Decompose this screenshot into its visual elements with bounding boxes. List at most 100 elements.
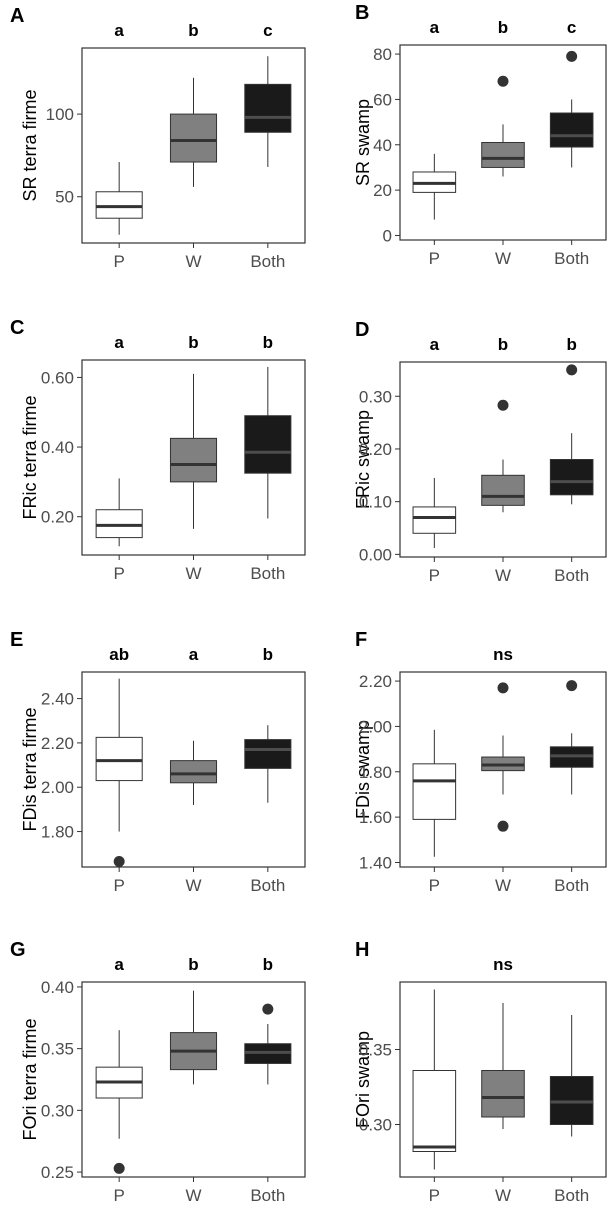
y-tick-label: 0.20 — [359, 440, 392, 459]
x-tick-label: Both — [554, 1186, 589, 1205]
box-w — [481, 474, 525, 506]
outlier-point — [113, 855, 125, 867]
outlier-point — [262, 1003, 274, 1015]
x-tick-label: P — [113, 1186, 124, 1205]
panel-border — [81, 47, 306, 244]
panel-f: F FDis swamp 1.40 1.60 1.80 2.00 2.20 P W Both ns — [353, 629, 607, 895]
box-both — [244, 83, 292, 133]
significance-letter: c — [263, 21, 272, 40]
y-tick-label: 0.00 — [359, 545, 392, 564]
panel-letter: B — [355, 2, 369, 24]
y-tick-label: 1.80 — [41, 823, 74, 842]
x-tick-label: Both — [554, 249, 589, 268]
x-tick-label: P — [113, 252, 124, 271]
y-axis-label: FRic swamp — [353, 410, 373, 509]
x-tick-label: Both — [250, 876, 285, 895]
x-tick-label: Both — [250, 564, 285, 583]
box-p — [412, 506, 457, 534]
significance-letter: a — [189, 645, 199, 664]
y-tick-label: 1.60 — [359, 808, 392, 827]
panel-border — [81, 981, 306, 1178]
significance-letter: a — [430, 18, 440, 37]
significance-letter: b — [188, 955, 198, 974]
outlier-point — [497, 75, 509, 87]
outlier-point — [497, 682, 509, 694]
significance-letter: b — [263, 955, 273, 974]
y-tick-label: 0.25 — [41, 1163, 74, 1182]
y-tick-label: 1.40 — [359, 853, 392, 872]
panel-border — [81, 359, 306, 556]
box-w — [169, 760, 218, 784]
x-tick-label: Both — [250, 252, 285, 271]
y-tick-label: 0.35 — [41, 1040, 74, 1059]
panel-border — [399, 671, 607, 868]
panel-letter: G — [10, 939, 26, 961]
box-p — [95, 509, 143, 539]
x-tick-label: Both — [250, 1186, 285, 1205]
panel-letter: C — [10, 317, 24, 339]
outlier-point — [566, 680, 578, 692]
x-tick-label: W — [185, 252, 201, 271]
x-tick-label: P — [429, 249, 440, 268]
significance-letter: b — [188, 333, 198, 352]
outlier-point — [566, 364, 578, 376]
y-tick-label: 100 — [46, 105, 74, 124]
significance-letter: b — [263, 333, 273, 352]
panel-letter: E — [10, 629, 23, 651]
panel-letter: A — [10, 5, 24, 27]
y-tick-label: 0.40 — [41, 438, 74, 457]
significance-letter: a — [114, 955, 124, 974]
x-tick-label: W — [185, 1186, 201, 1205]
panel-letter: F — [355, 629, 367, 651]
x-tick-label: P — [429, 566, 440, 585]
y-tick-label: 0.60 — [41, 368, 74, 387]
significance-letter: ns — [493, 645, 513, 664]
panel-d: D FRic swamp 0.00 0.10 0.20 0.30 P W Both a b b — [353, 319, 607, 585]
y-tick-label: 0.30 — [41, 1101, 74, 1120]
outlier-point — [497, 820, 509, 832]
y-tick-label: 2.20 — [359, 672, 392, 691]
y-tick-label: 60 — [373, 90, 392, 109]
significance-letter: ab — [109, 645, 129, 664]
outlier-point — [113, 1162, 125, 1174]
outlier-point — [566, 50, 578, 62]
box-w — [169, 437, 218, 483]
significance-letter: b — [498, 335, 508, 354]
box-p — [95, 736, 143, 782]
significance-letter: c — [567, 18, 576, 37]
box-p — [412, 1070, 457, 1152]
box-w — [481, 1070, 525, 1118]
y-axis-label: FDis swamp — [353, 720, 373, 819]
y-tick-label: 0.30 — [359, 1116, 392, 1135]
panel-b: B SR swamp 0 20 40 60 80 P W Both a b c — [353, 2, 607, 268]
significance-letter: a — [114, 21, 124, 40]
y-axis-label: FOri terra firme — [20, 1018, 40, 1140]
x-tick-label: P — [113, 876, 124, 895]
panel-g: G FOri terra firme 0.25 0.30 0.35 0.40 P W Both a… — [10, 939, 306, 1205]
y-tick-label: 0 — [383, 226, 392, 245]
y-tick-label: 2.20 — [41, 734, 74, 753]
y-tick-label: 0.40 — [41, 978, 74, 997]
y-axis-label: SR swamp — [353, 99, 373, 186]
box-both — [244, 415, 292, 474]
significance-letter: b — [566, 335, 576, 354]
panel-c: C FRic terra firme 0.20 0.40 0.60 P W Both a b b — [10, 317, 306, 583]
significance-letter: a — [114, 333, 124, 352]
x-tick-label: P — [113, 564, 124, 583]
y-tick-label: 2.40 — [41, 690, 74, 709]
panel-border — [81, 671, 306, 868]
y-tick-label: 20 — [373, 181, 392, 200]
significance-letter: b — [498, 18, 508, 37]
y-tick-label: 80 — [373, 45, 392, 64]
y-tick-label: 0.35 — [359, 1041, 392, 1060]
x-tick-label: W — [495, 1186, 511, 1205]
box-w — [481, 142, 525, 168]
y-axis-label: FOri swamp — [353, 1031, 373, 1128]
panel-a: A SR terra firme 50 100 P W Both a b c — [10, 5, 306, 271]
y-axis-label: FDis terra firme — [20, 707, 40, 831]
y-tick-label: 0.10 — [359, 493, 392, 512]
x-tick-label: P — [429, 876, 440, 895]
